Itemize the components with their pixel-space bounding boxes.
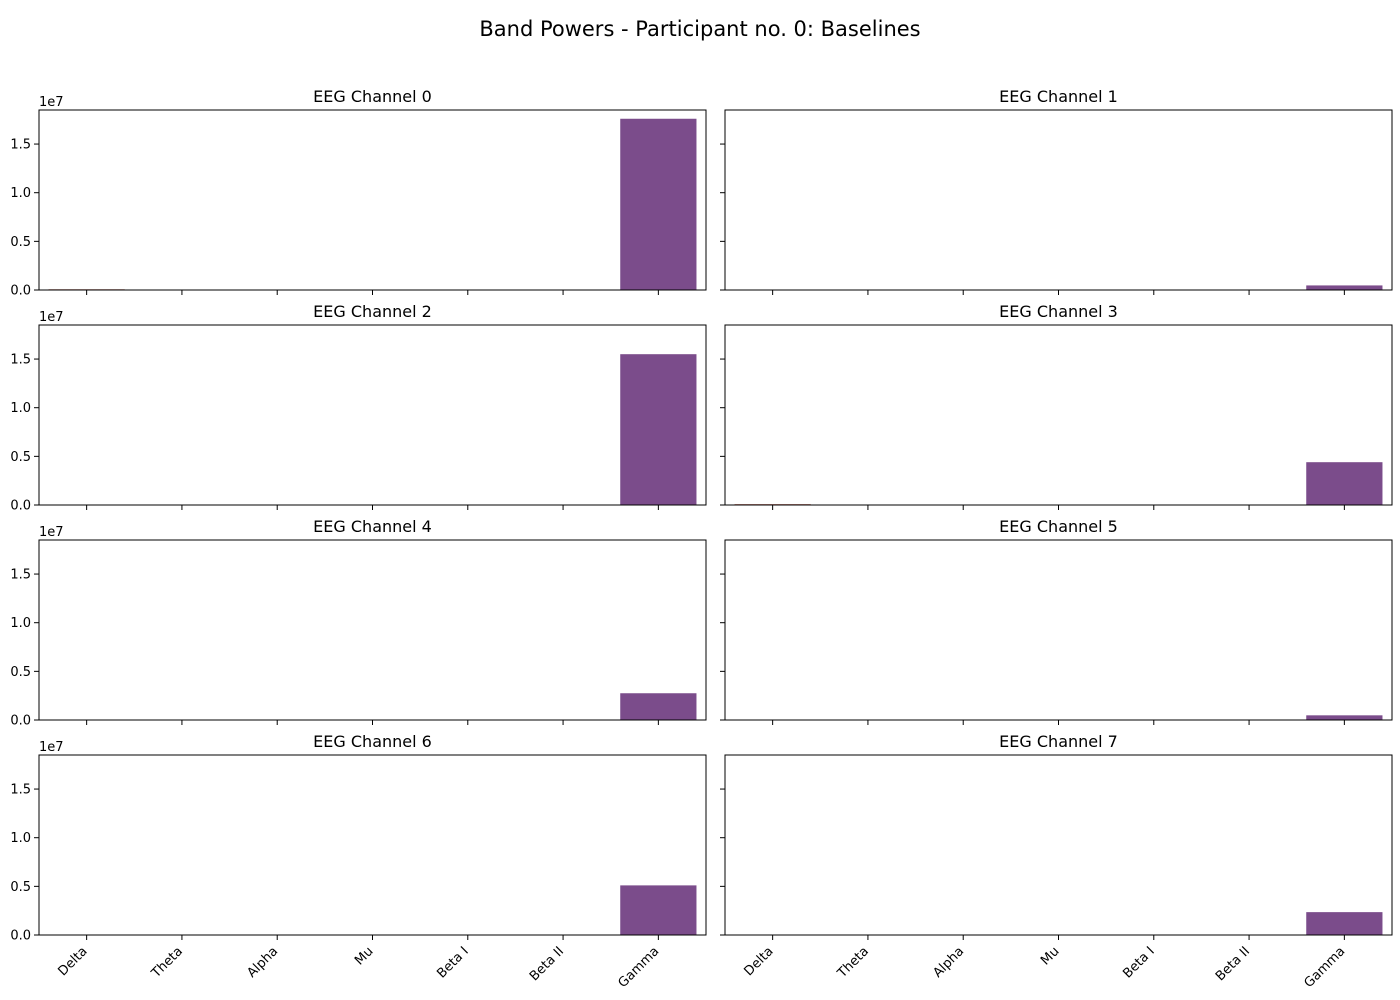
subplot-title: EEG Channel 3 bbox=[999, 302, 1118, 321]
bar-gamma bbox=[620, 885, 697, 935]
bar-gamma bbox=[1306, 285, 1383, 290]
x-tick-label: Beta II bbox=[527, 944, 567, 984]
x-tick-label: Beta II bbox=[1213, 944, 1253, 984]
subplot-channel-5: EEG Channel 5 bbox=[720, 517, 1393, 725]
y-tick-label: 0.5 bbox=[10, 450, 31, 465]
plot-frame bbox=[724, 539, 1393, 721]
subplot-channel-2: EEG Channel 2 0.0 0.5 1.0 1.5 1e7 bbox=[10, 302, 707, 514]
x-tick-label: Alpha bbox=[930, 944, 967, 981]
y-offset-label: 1e7 bbox=[39, 310, 64, 325]
x-tick-label: Mu bbox=[1038, 944, 1062, 968]
x-tick-label: Delta bbox=[742, 944, 777, 979]
plot-frame bbox=[724, 754, 1393, 936]
subplot-title: EEG Channel 6 bbox=[313, 732, 432, 751]
x-tick-label: Gamma bbox=[615, 944, 662, 991]
y-tick-label: 1.5 bbox=[10, 783, 31, 798]
y-tick-label: 1.5 bbox=[10, 138, 31, 153]
x-tick-label: Beta I bbox=[1120, 944, 1157, 981]
y-tick-label: 0.5 bbox=[10, 235, 31, 250]
bar-gamma bbox=[620, 354, 697, 505]
bar-gamma bbox=[1306, 715, 1383, 720]
subplot-channel-7: EEG Channel 7 Delta Theta Alpha Mu Beta I Beta… bbox=[720, 732, 1393, 991]
plot-frame bbox=[38, 754, 707, 936]
y-tick-label: 1.0 bbox=[10, 186, 31, 201]
figure-title: Band Powers - Participant no. 0: Baselin… bbox=[479, 17, 920, 41]
bar-gamma bbox=[620, 693, 697, 720]
subplot-channel-1: EEG Channel 1 bbox=[720, 87, 1393, 295]
x-tick-label: Mu bbox=[352, 944, 376, 968]
plot-frame bbox=[38, 324, 707, 506]
bar-gamma bbox=[620, 118, 697, 290]
y-tick-label: 0.0 bbox=[10, 499, 31, 514]
y-offset-label: 1e7 bbox=[39, 95, 64, 110]
bar-gamma bbox=[1306, 462, 1383, 505]
y-tick-label: 1.5 bbox=[10, 568, 31, 583]
y-tick-label: 0.5 bbox=[10, 880, 31, 895]
y-tick-label: 0.0 bbox=[10, 284, 31, 299]
y-tick-label: 0.0 bbox=[10, 929, 31, 944]
x-tick-label: Delta bbox=[56, 944, 91, 979]
y-tick-label: 0.0 bbox=[10, 714, 31, 729]
plot-frame bbox=[38, 539, 707, 721]
x-tick-label: Alpha bbox=[244, 944, 281, 981]
subplot-title: EEG Channel 1 bbox=[999, 87, 1118, 106]
x-tick-label: Beta I bbox=[434, 944, 471, 981]
x-tick-label: Gamma bbox=[1301, 944, 1348, 991]
plot-frame bbox=[724, 109, 1393, 291]
subplot-channel-4: EEG Channel 4 0.0 0.5 1.0 1.5 1e7 bbox=[10, 517, 707, 729]
subplot-channel-0: EEG Channel 0 0.0 0.5 1.0 1.5 1e7 bbox=[10, 87, 707, 299]
subplot-channel-3: EEG Channel 3 bbox=[720, 302, 1393, 510]
y-tick-label: 1.0 bbox=[10, 401, 31, 416]
x-tick-label: Theta bbox=[148, 944, 186, 982]
subplot-title: EEG Channel 0 bbox=[313, 87, 432, 106]
subplot-title: EEG Channel 2 bbox=[313, 302, 432, 321]
x-tick-label: Theta bbox=[834, 944, 872, 982]
subplot-channel-6: EEG Channel 6 Delta Theta Alpha Mu Beta I Beta… bbox=[10, 732, 707, 991]
plot-frame bbox=[724, 324, 1393, 506]
bar-gamma bbox=[1306, 912, 1383, 935]
subplot-title: EEG Channel 7 bbox=[999, 732, 1118, 751]
y-offset-label: 1e7 bbox=[39, 740, 64, 755]
y-tick-label: 0.5 bbox=[10, 665, 31, 680]
plot-frame bbox=[38, 109, 707, 291]
subplot-title: EEG Channel 5 bbox=[999, 517, 1118, 536]
y-tick-label: 1.0 bbox=[10, 616, 31, 631]
subplot-title: EEG Channel 4 bbox=[313, 517, 432, 536]
y-offset-label: 1e7 bbox=[39, 525, 64, 540]
y-tick-label: 1.5 bbox=[10, 353, 31, 368]
y-tick-label: 1.0 bbox=[10, 831, 31, 846]
